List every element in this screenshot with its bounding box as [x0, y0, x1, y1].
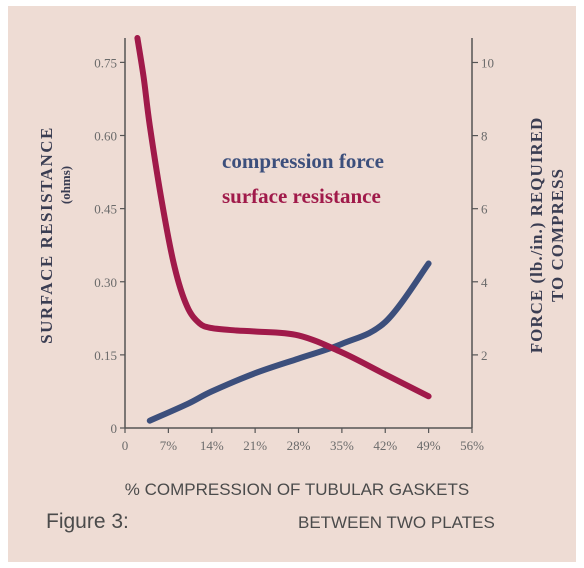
- y-right-tick-label: 2: [481, 348, 488, 363]
- x-tick-label: 21%: [243, 438, 267, 453]
- legend-compression-force: compression force: [222, 149, 384, 173]
- y-left-tick-label: 0.45: [94, 202, 117, 217]
- series-line-surface-resistance: [134, 35, 432, 400]
- x-tick-label: 14%: [200, 438, 224, 453]
- legend-surface-resistance: surface resistance: [222, 184, 381, 208]
- y-right-tick-label: 6: [481, 202, 488, 217]
- x-axis-title-line2: BETWEEN TWO PLATES: [298, 513, 495, 532]
- figure-panel: [8, 6, 576, 562]
- y-right-tick-label: 8: [481, 129, 488, 144]
- x-tick-label: 0: [122, 438, 129, 453]
- x-tick-label: 28%: [287, 438, 311, 453]
- y-right-axis-title-line1: FORCE (lb./in.) REQUIRED: [527, 117, 546, 354]
- y-left-tick-label: 0: [111, 421, 118, 436]
- series-line-compression-force: [146, 260, 432, 424]
- y-left-tick-label: 0.60: [94, 129, 117, 144]
- y-right-tick-label: 10: [481, 55, 494, 70]
- x-tick-label: 49%: [417, 438, 441, 453]
- y-right-axis-title-line2: TO COMPRESS: [548, 168, 567, 302]
- y-left-axis-title: SURFACE RESISTANCE: [37, 126, 56, 344]
- y-left-axis-unit: (ohms): [58, 166, 73, 204]
- y-right-tick-label: 4: [481, 275, 488, 290]
- y-left-tick-label: 0.75: [94, 55, 117, 70]
- y-left-tick-label: 0.15: [94, 348, 117, 363]
- figure-caption: Figure 3:: [46, 510, 129, 533]
- y-left-tick-label: 0.30: [94, 275, 117, 290]
- x-tick-label: 42%: [373, 438, 397, 453]
- x-tick-label: 7%: [160, 438, 178, 453]
- x-tick-label: 35%: [330, 438, 354, 453]
- x-axis-title-line1: % COMPRESSION OF TUBULAR GASKETS: [125, 480, 469, 499]
- x-tick-label: 56%: [460, 438, 484, 453]
